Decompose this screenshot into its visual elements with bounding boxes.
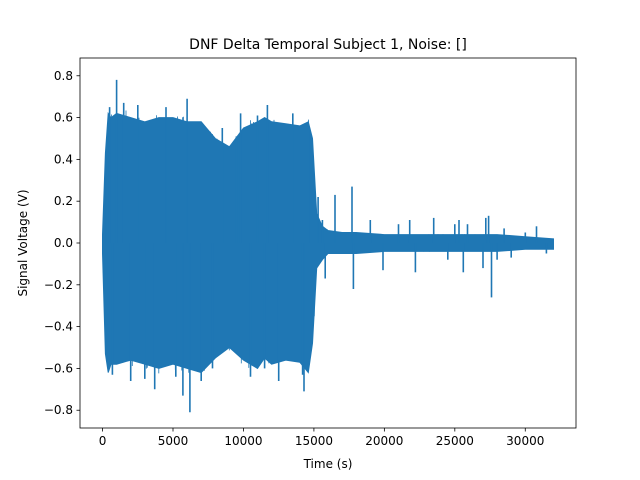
y-axis-title: Signal Voltage (V) [16, 189, 30, 296]
x-tick-label: 10000 [224, 434, 262, 448]
signal-spikes [105, 79, 548, 413]
y-tick-label: −0.6 [44, 361, 73, 375]
y-tick-label: 0.6 [54, 111, 73, 125]
x-axis-title: Time (s) [303, 457, 353, 471]
chart-title: DNF Delta Temporal Subject 1, Noise: [] [189, 37, 467, 53]
plot-area [102, 79, 554, 413]
x-axis: 0 5000 10000 15000 20000 25000 30000 [99, 428, 544, 448]
y-tick-label: −0.8 [44, 403, 73, 417]
x-tick-label: 15000 [295, 434, 333, 448]
x-tick-label: 20000 [365, 434, 403, 448]
y-axis: −0.8 −0.6 −0.4 −0.2 0.0 0.2 0.4 0.6 0.8 [44, 69, 80, 417]
x-tick-label: 5000 [158, 434, 189, 448]
y-tick-label: 0.2 [54, 194, 73, 208]
x-tick-label: 0 [99, 434, 107, 448]
y-tick-label: 0.8 [54, 69, 73, 83]
y-tick-label: −0.2 [44, 278, 73, 292]
y-tick-label: 0.0 [54, 236, 73, 250]
y-tick-label: 0.4 [54, 152, 73, 166]
y-tick-label: −0.4 [44, 320, 73, 334]
x-tick-label: 25000 [436, 434, 474, 448]
x-tick-label: 30000 [506, 434, 544, 448]
